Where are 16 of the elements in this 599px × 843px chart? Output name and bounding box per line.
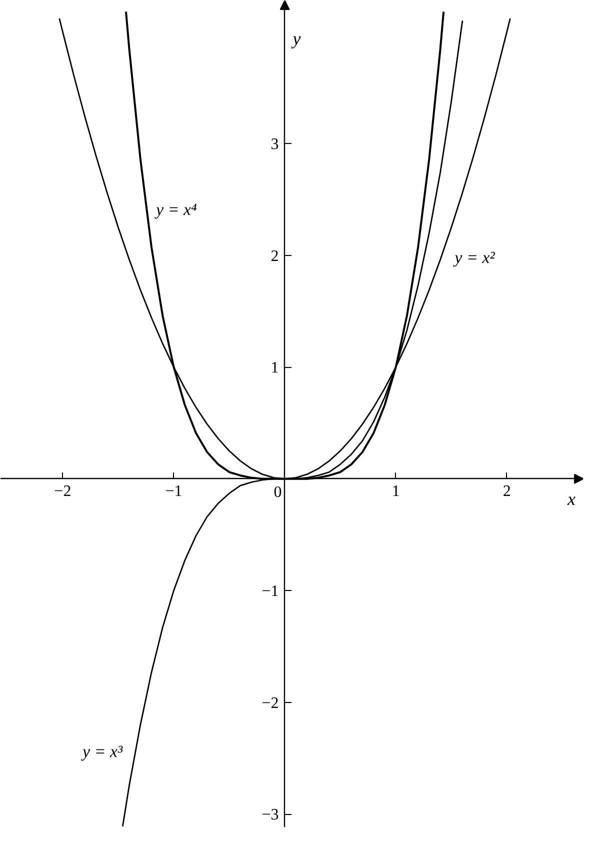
y-tick-label: −3 [262,806,279,824]
y-tick-label: −1 [262,583,279,600]
series-label: y = x² [452,248,496,268]
y-tick-label: 1 [270,360,279,377]
y-tick-label: 3 [270,136,279,154]
series-label: y = x⁴ [154,200,198,219]
x-tick-label: 1 [392,482,400,500]
x-tick-label: −2 [54,482,72,500]
x-tick-label: −1 [165,482,182,500]
x-tick-label: 0 [274,484,282,501]
y-axis-title: y [290,28,301,48]
x-axis-title: x [566,488,576,509]
x-tick-label: 2 [502,482,511,500]
y-tick-label: 2 [270,248,279,265]
y-tick-label: −2 [262,694,279,712]
series-label: y = x³ [80,742,124,762]
